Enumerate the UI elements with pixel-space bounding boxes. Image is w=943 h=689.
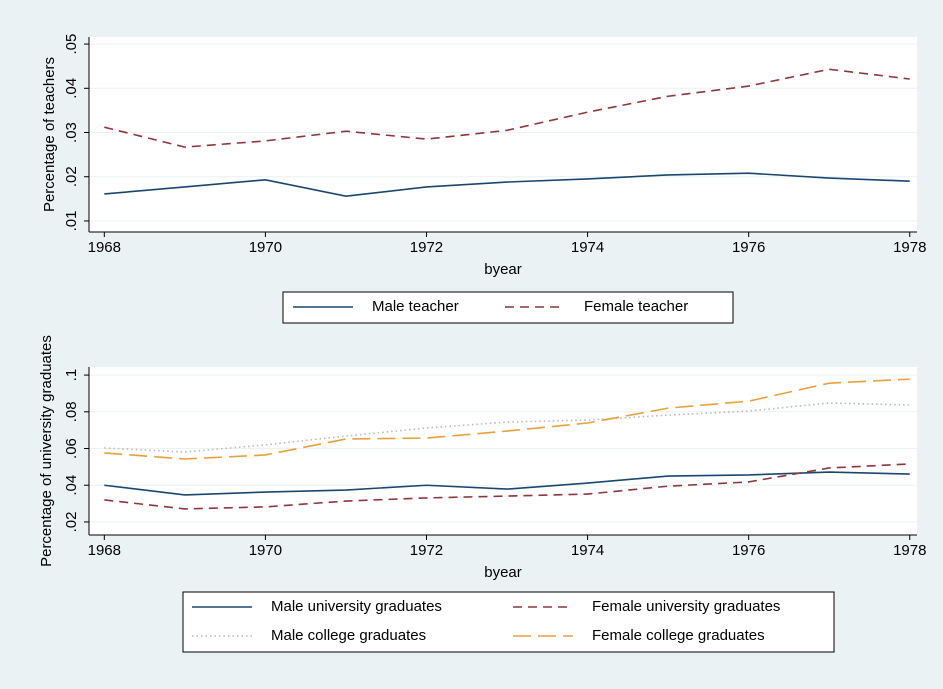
x-tick-label: 1978	[893, 239, 926, 256]
y-tick-label: .06	[63, 438, 80, 459]
x-tick-label: 1972	[410, 542, 443, 559]
legend-label: Male college graduates	[271, 627, 426, 644]
plot-area	[89, 37, 917, 232]
x-tick-label: 1976	[732, 239, 765, 256]
legend-label: Female teacher	[584, 298, 688, 315]
x-axis-title: byear	[484, 261, 522, 278]
x-tick-label: 1968	[88, 239, 121, 256]
series-line	[104, 172, 910, 197]
y-tick-label: .1	[63, 369, 80, 382]
y-tick-label: .01	[63, 211, 80, 232]
y-axis-title: Percentage of teachers	[41, 57, 58, 212]
y-tick-label: .02	[63, 512, 80, 533]
legend-label: Male teacher	[372, 298, 459, 315]
y-tick-label: .02	[63, 166, 80, 187]
series-line	[104, 471, 910, 496]
x-tick-label: 1970	[249, 542, 282, 559]
x-axis-title: byear	[484, 564, 522, 581]
x-tick-label: 1974	[571, 239, 604, 256]
x-tick-label: 1978	[893, 542, 926, 559]
y-tick-label: .04	[63, 78, 80, 99]
y-tick-label: .05	[63, 34, 80, 55]
y-tick-label: .04	[63, 475, 80, 496]
y-tick-label: .08	[63, 401, 80, 422]
x-tick-label: 1968	[88, 542, 121, 559]
y-axis-title: Percentage of university graduates	[38, 335, 55, 567]
series-line	[104, 378, 910, 460]
plot-area	[89, 367, 917, 535]
legend-label: Female college graduates	[592, 627, 765, 644]
legend-label: Female university graduates	[592, 598, 780, 615]
legend-label: Male university graduates	[271, 598, 442, 615]
x-tick-label: 1976	[732, 542, 765, 559]
series-line	[104, 68, 910, 148]
x-tick-label: 1974	[571, 542, 604, 559]
legend-box	[182, 591, 835, 653]
x-tick-label: 1970	[249, 239, 282, 256]
y-tick-label: .03	[63, 122, 80, 143]
x-tick-label: 1972	[410, 239, 443, 256]
